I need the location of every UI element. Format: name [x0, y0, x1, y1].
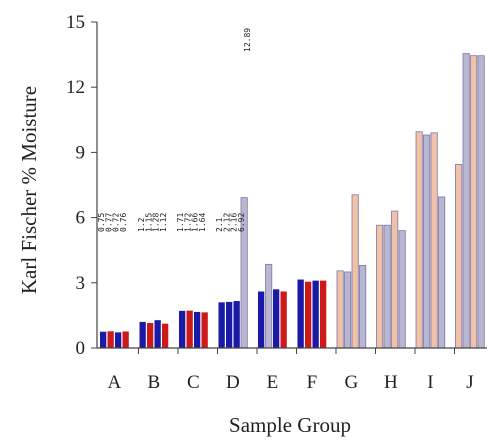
- x-axis-title: Sample Group: [229, 413, 351, 437]
- bar-F-4: [320, 280, 327, 348]
- bar-D-2: [226, 301, 233, 348]
- axes-group: A B C D E F G H I J 0 3 6 9 12 15: [66, 12, 487, 393]
- bar-D-3: [233, 301, 240, 348]
- x-tick-label-D: D: [226, 372, 240, 393]
- bar-D-1: [218, 302, 225, 348]
- bar-G-4: [359, 265, 367, 349]
- bar-H-1: [376, 224, 384, 349]
- bar-B-1: [139, 321, 146, 348]
- bar-I-1: [415, 131, 423, 349]
- annotation-label: 1.12: [159, 213, 168, 232]
- bar-G-2: [344, 271, 352, 349]
- bar-I-4: [438, 196, 446, 349]
- y-tick-label-15: 15: [66, 12, 85, 33]
- y-tick-label-6: 6: [76, 208, 86, 229]
- bar-J-2: [462, 53, 470, 349]
- bar-H-4: [398, 230, 406, 349]
- bar-E-2: [265, 263, 273, 349]
- bar-A-2: [107, 331, 114, 348]
- annotation-label: 1.15: [144, 213, 153, 232]
- bar-E-3: [273, 289, 280, 348]
- annotation-label: 0.76: [119, 213, 128, 232]
- annotation-label: 0.75: [97, 213, 106, 232]
- bar-B-4: [162, 323, 169, 348]
- bar-E-4: [280, 291, 287, 348]
- bar-F-2: [305, 281, 312, 348]
- bar-H-3: [391, 210, 399, 349]
- x-tick-label-C: C: [187, 372, 200, 393]
- annotation-label: 1.28: [152, 213, 161, 232]
- annotation-label: 1.71: [176, 213, 185, 232]
- x-tick-label-F: F: [307, 372, 318, 393]
- bar-I-3: [430, 132, 438, 349]
- y-tick-label-12: 12: [66, 77, 85, 98]
- bars-group: [100, 53, 485, 349]
- bar-F-1: [297, 279, 304, 348]
- bar-G-3: [351, 194, 359, 349]
- bar-B-2: [147, 323, 154, 348]
- bar-A-4: [122, 331, 129, 348]
- y-axis-title: Karl Fischer % Moisture: [17, 86, 41, 294]
- x-tick-label-H: H: [384, 372, 398, 393]
- y-tick-label-0: 0: [76, 338, 86, 359]
- x-tick-label-I: I: [427, 372, 433, 393]
- annotation-label: 2.1: [215, 217, 224, 232]
- annotation-label: 12.89: [243, 28, 252, 52]
- bar-J-3: [470, 55, 478, 349]
- annotation-label: 1.66: [191, 213, 200, 232]
- annotation-label: 2.12: [222, 213, 231, 232]
- bar-A-3: [115, 332, 122, 348]
- x-tick-label-J: J: [466, 372, 473, 393]
- bar-J-1: [455, 163, 463, 349]
- bar-J-4: [477, 55, 485, 349]
- y-tick-label-9: 9: [76, 142, 86, 163]
- bar-B-3: [154, 320, 161, 348]
- annotation-label: 2.16: [230, 213, 239, 232]
- annotation-label: 1.72: [183, 213, 192, 232]
- annotation-label: 6.92: [237, 213, 246, 232]
- bar-I-2: [423, 134, 431, 349]
- annotation-label: 0.72: [112, 213, 121, 232]
- bar-F-3: [312, 280, 319, 348]
- bar-H-2: [383, 224, 391, 349]
- x-tick-label-B: B: [148, 372, 161, 393]
- x-tick-label-A: A: [108, 372, 122, 393]
- annotation-label: 1.2: [137, 217, 146, 232]
- annotation-label: 1.64: [198, 213, 207, 232]
- bar-C-1: [179, 310, 186, 348]
- x-tick-label-E: E: [267, 372, 279, 393]
- bar-C-2: [186, 310, 193, 348]
- bar-G-1: [336, 270, 344, 349]
- annotation-label: 0.77: [104, 213, 113, 232]
- bar-C-3: [194, 311, 201, 348]
- y-tick-label-3: 3: [76, 273, 86, 294]
- x-tick-label-G: G: [345, 372, 359, 393]
- annotations-group: 0.750.770.720.76 1.21.151.281.12 1.711.721…: [97, 28, 252, 232]
- bar-C-4: [201, 312, 208, 348]
- bar-A-1: [100, 331, 107, 348]
- bar-E-1: [258, 291, 265, 348]
